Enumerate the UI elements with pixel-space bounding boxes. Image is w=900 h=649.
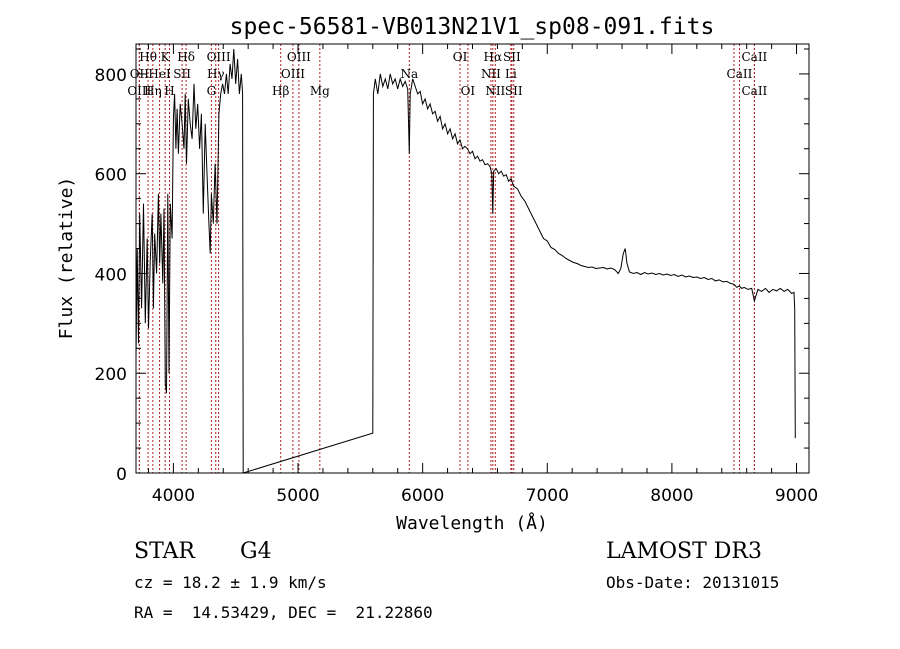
- line-marker-label: NII: [481, 67, 501, 81]
- line-marker-label: Hη: [144, 84, 162, 98]
- obs-date: Obs-Date: 20131015: [606, 573, 780, 592]
- y-tick-label: 600: [95, 166, 127, 186]
- line-marker-label: H: [164, 84, 174, 98]
- redshift-value: cz = 18.2 ± 1.9 km/s: [134, 573, 327, 592]
- spectrum-series: [135, 48, 796, 474]
- x-tick-label: 4000: [152, 486, 195, 506]
- line-marker-label: OI: [461, 84, 476, 98]
- line-marker-label: SII: [173, 67, 191, 81]
- y-axis-label: Flux (relative): [56, 177, 77, 340]
- line-marker-label: G: [207, 84, 217, 98]
- x-axis-ticks: 4000 5000 6000 7000 8000 9000: [147, 44, 818, 506]
- line-marker-label: CaII: [727, 67, 753, 81]
- line-marker-label: Hδ: [177, 50, 195, 64]
- object-class: STAR: [134, 539, 195, 564]
- line-marker-label: K: [161, 50, 171, 64]
- line-marker-label: Hα: [484, 50, 503, 64]
- line-marker-label: Na: [400, 67, 418, 81]
- line-marker-label: Li: [505, 67, 517, 81]
- y-tick-label: 0: [116, 465, 127, 485]
- spectrum-line: [135, 48, 796, 474]
- object-subclass: G4: [240, 539, 272, 564]
- line-marker-label: OIII: [287, 50, 311, 64]
- line-marker-label: HeI: [148, 67, 171, 81]
- x-tick-label: 5000: [276, 486, 319, 506]
- x-tick-label: 6000: [401, 486, 444, 506]
- y-tick-label: 800: [95, 66, 127, 86]
- x-tick-label: 8000: [650, 486, 693, 506]
- line-marker-label: NII: [485, 84, 505, 98]
- y-tick-label: 400: [95, 265, 127, 285]
- line-marker-label: SII: [503, 50, 521, 64]
- x-tick-label: 9000: [775, 486, 818, 506]
- line-marker-label: OI: [453, 50, 468, 64]
- spectral-line-markers: [138, 44, 755, 473]
- line-marker-label: SII: [505, 84, 523, 98]
- plot-frame: [135, 43, 810, 474]
- coordinates: RA = 14.53429, DEC = 21.22860: [134, 603, 433, 622]
- line-marker-label: Hθ: [139, 50, 157, 64]
- line-marker-label: OIII: [281, 67, 305, 81]
- line-marker-label: Mg: [310, 84, 330, 98]
- line-marker-label: OIII: [127, 84, 151, 98]
- line-marker-label: CaII: [741, 50, 767, 64]
- y-tick-label: 200: [95, 365, 127, 385]
- line-marker-label: Hβ: [272, 84, 289, 98]
- survey-name: LAMOST DR3: [606, 539, 762, 564]
- line-marker-label: OIII: [207, 50, 231, 64]
- x-axis-label: Wavelength (Å): [396, 512, 548, 534]
- y-axis-ticks: 0 200 400 600 800: [95, 48, 809, 485]
- line-marker-label: CaII: [741, 84, 767, 98]
- x-tick-label: 7000: [526, 486, 569, 506]
- line-marker-label: Hγ: [207, 67, 225, 81]
- chart-title: spec-56581-VB013N21V1_sp08-091.fits: [230, 14, 715, 40]
